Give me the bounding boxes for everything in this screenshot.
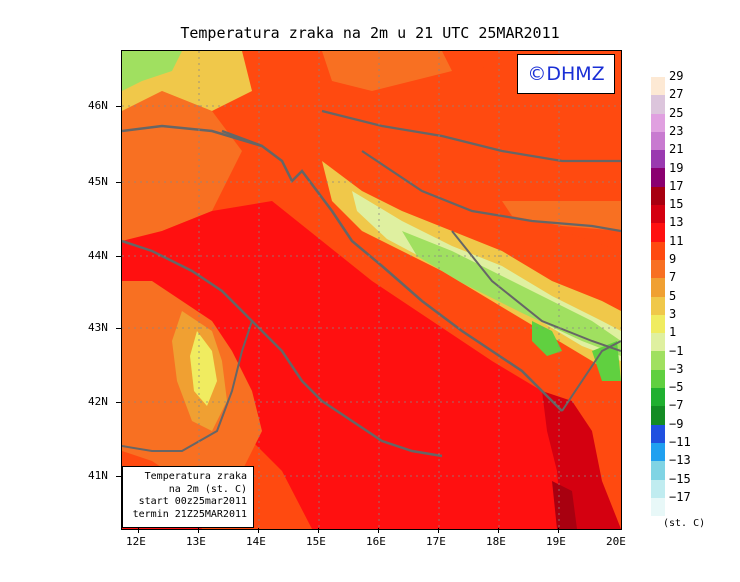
- colorbar-label: 17: [669, 178, 684, 193]
- lon-tick: [498, 528, 499, 533]
- lat-label-45n: 45N: [88, 175, 108, 188]
- map-title: Temperatura zraka na 2m u 21 UTC 25MAR20…: [180, 24, 560, 42]
- lon-label-12e: 12E: [126, 535, 146, 548]
- colorbar-swatch: [651, 333, 665, 352]
- colorbar-label: 13: [669, 215, 684, 230]
- colorbar-swatch: [651, 388, 665, 407]
- colorbar-swatch: [651, 296, 665, 315]
- colorbar-label: −13: [669, 453, 691, 468]
- lon-tick: [558, 528, 559, 533]
- colorbar-label: −11: [669, 435, 691, 449]
- lon-label-13e: 13E: [186, 535, 206, 548]
- colorbar-label: −9: [669, 416, 684, 431]
- colorbar-swatch: [651, 168, 665, 187]
- temperature-map: [121, 50, 622, 530]
- colorbar-swatch: [651, 131, 665, 151]
- lon-label-18e: 18E: [486, 535, 506, 548]
- lon-label-14e: 14E: [246, 535, 266, 548]
- lat-tick: [116, 328, 121, 329]
- colorbar-swatch: [651, 369, 665, 389]
- lat-label-46n: 46N: [88, 99, 108, 112]
- lat-tick: [116, 256, 121, 257]
- colorbar-swatch: [651, 424, 665, 443]
- info-line-3: start 00z25mar2011: [138, 496, 247, 507]
- colorbar-swatch: [651, 442, 665, 462]
- temperature-field: [122, 51, 621, 529]
- lat-tick: [116, 182, 121, 183]
- lat-label-41n: 41N: [88, 469, 108, 482]
- colorbar-swatch: [651, 497, 665, 517]
- lat-label-44n: 44N: [88, 249, 108, 262]
- colorbar-label: 3: [669, 306, 677, 321]
- lon-tick: [438, 528, 439, 533]
- lat-tick: [116, 402, 121, 403]
- lon-label-16e: 16E: [366, 535, 386, 548]
- lon-tick: [138, 528, 139, 533]
- colorbar-swatch: [651, 479, 665, 498]
- lon-label-15e: 15E: [306, 535, 326, 548]
- colorbar-swatch: [651, 351, 665, 370]
- lon-label-17e: 17E: [426, 535, 446, 548]
- colorbar-label: −5: [669, 380, 684, 395]
- colorbar-label: 15: [669, 197, 684, 212]
- colorbar-label: 1: [669, 325, 677, 340]
- colorbar-label: 9: [669, 252, 677, 266]
- colorbar-label: 19: [669, 160, 684, 175]
- lon-label-20e: 20E: [606, 535, 626, 548]
- colorbar-label: 23: [669, 123, 684, 138]
- dhmz-logo: ©DHMZ: [517, 54, 615, 94]
- lat-tick: [116, 106, 121, 107]
- lon-tick: [378, 528, 379, 533]
- colorbar-label: −15: [669, 471, 691, 486]
- colorbar-swatch: [651, 223, 665, 242]
- lon-label-19e: 19E: [546, 535, 566, 548]
- info-line-1: Temperatura zraka: [144, 471, 247, 482]
- colorbar-label: 11: [669, 233, 684, 248]
- colorbar-label: 5: [669, 288, 677, 303]
- info-line-2: na 2m (st. C): [168, 483, 247, 495]
- colorbar: [651, 77, 665, 517]
- colorbar-swatch: [651, 278, 665, 297]
- colorbar-swatch: [651, 77, 665, 96]
- lat-tick: [116, 476, 121, 477]
- colorbar-swatch: [651, 113, 665, 132]
- colorbar-swatch: [651, 241, 665, 260]
- colorbar-label: 25: [669, 105, 684, 120]
- colorbar-swatch: [651, 205, 665, 224]
- info-line-4: termin 21Z25MAR2011: [132, 508, 247, 520]
- info-box: Temperatura zraka na 2m (st. C) start 00…: [122, 466, 254, 528]
- lat-label-43n: 43N: [88, 321, 108, 334]
- colorbar-swatch: [651, 314, 665, 334]
- colorbar-label: 7: [669, 270, 677, 285]
- colorbar-label: −17: [669, 489, 691, 504]
- colorbar-label: 29: [669, 69, 684, 83]
- colorbar-swatch: [651, 150, 665, 169]
- colorbar-swatch: [651, 95, 665, 114]
- colorbar-swatch: [651, 259, 665, 279]
- colorbar-label: 27: [669, 87, 684, 102]
- colorbar-label: −7: [669, 398, 684, 413]
- lat-label-42n: 42N: [88, 395, 108, 408]
- lon-tick: [198, 528, 199, 533]
- colorbar-label: −1: [669, 343, 684, 358]
- lon-tick: [258, 528, 259, 533]
- lon-tick: [318, 528, 319, 533]
- colorbar-swatch: [651, 186, 665, 206]
- colorbar-label: −3: [669, 361, 684, 376]
- colorbar-label: 21: [669, 142, 684, 157]
- colorbar-swatch: [651, 461, 665, 480]
- colorbar-swatch: [651, 406, 665, 425]
- colorbar-unit: (st. C): [663, 518, 706, 529]
